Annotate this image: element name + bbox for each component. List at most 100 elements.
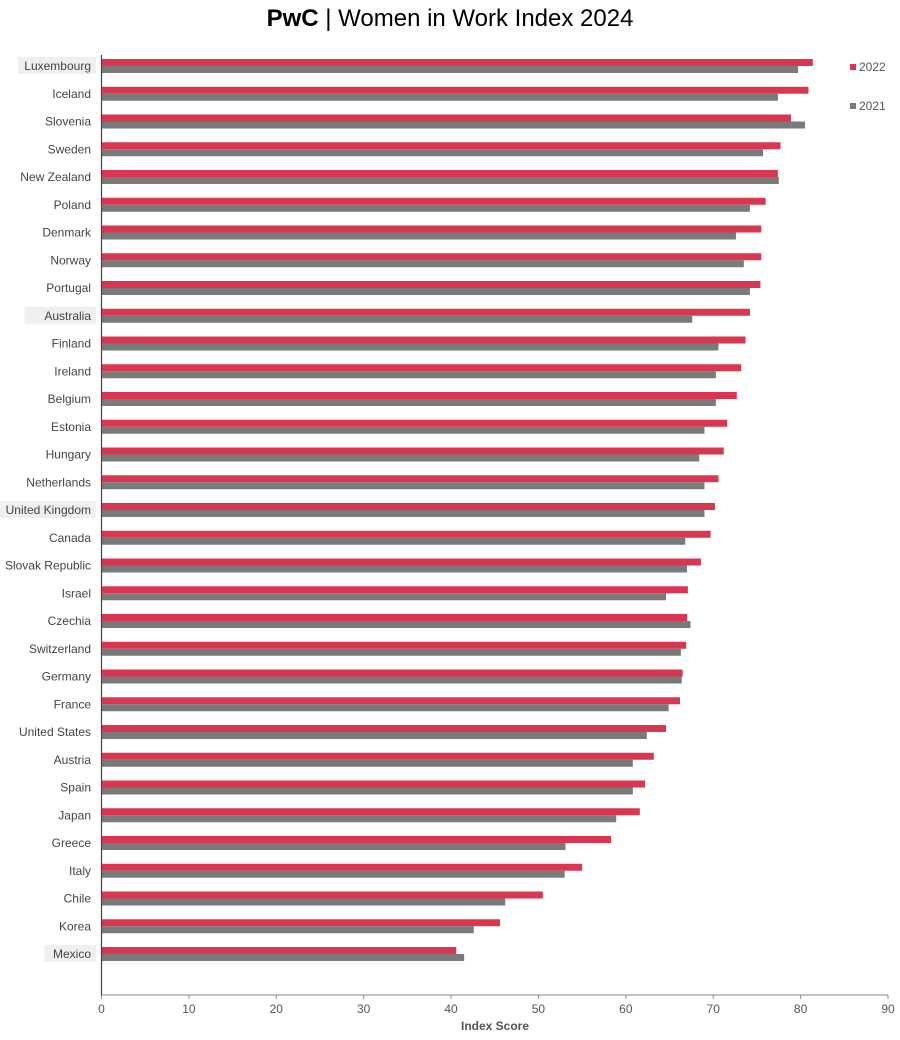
- bar-2021: [101, 732, 647, 739]
- legend-label-2022: 2022: [859, 60, 886, 74]
- x-tick-label: 20: [270, 1002, 284, 1016]
- bar-2021: [101, 621, 691, 628]
- legend-swatch-2022: [850, 64, 856, 70]
- category-label: Germany: [42, 670, 91, 684]
- category-label: Chile: [64, 892, 92, 906]
- bar-2022: [101, 780, 646, 788]
- bar-2021: [101, 759, 633, 767]
- bar-2021: [101, 537, 686, 545]
- bar-2021: [101, 371, 716, 379]
- bar-2021: [101, 926, 474, 934]
- bar-2022: [101, 308, 750, 316]
- bar-2021: [101, 510, 705, 517]
- bar-2021: [101, 482, 705, 490]
- bar-2022: [101, 419, 728, 427]
- bar-2021: [101, 787, 633, 795]
- x-axis-label: Index Score: [461, 1019, 529, 1033]
- bar-2021: [101, 315, 693, 323]
- bar-2021: [101, 288, 750, 295]
- category-label: Israel: [62, 586, 91, 600]
- category-highlight: [24, 306, 97, 324]
- bar-2022: [101, 197, 766, 205]
- bar-2021: [101, 260, 744, 268]
- category-label: Luxembourg: [24, 59, 91, 73]
- bar-2021: [101, 149, 764, 157]
- category-label: France: [54, 697, 92, 711]
- category-label: Iceland: [52, 87, 91, 101]
- title-separator: |: [319, 5, 339, 32]
- category-label: Mexico: [53, 947, 91, 961]
- bar-2022: [101, 336, 746, 344]
- bar-2021: [101, 676, 682, 684]
- bar-2022: [101, 364, 742, 372]
- legend-label-2021: 2021: [859, 99, 886, 113]
- category-label: Denmark: [42, 226, 92, 240]
- bar-2022: [101, 752, 654, 760]
- category-label: Korea: [59, 919, 91, 933]
- bar-2022: [101, 142, 781, 150]
- legend: 2022 2021: [850, 60, 886, 113]
- category-label: Canada: [49, 531, 91, 545]
- bars-group: [101, 59, 813, 961]
- bar-2022: [101, 808, 640, 816]
- bar-2021: [101, 426, 705, 434]
- x-tick-label: 60: [619, 1002, 633, 1016]
- bar-2022: [101, 225, 762, 233]
- category-label: Hungary: [46, 448, 91, 462]
- bar-2022: [101, 836, 611, 843]
- category-label: Finland: [52, 337, 91, 351]
- category-label: Slovak Republic: [5, 559, 91, 573]
- bar-2022: [101, 863, 583, 871]
- bar-2022: [101, 475, 719, 483]
- bar-2022: [101, 891, 543, 899]
- category-label: United Kingdom: [6, 503, 91, 517]
- bar-2021: [101, 66, 798, 73]
- bar-2022: [101, 503, 715, 510]
- category-label: Greece: [52, 836, 92, 850]
- bar-2022: [101, 614, 688, 621]
- x-tick-label: 40: [444, 1002, 458, 1016]
- bar-2022: [101, 725, 667, 732]
- category-label: Italy: [69, 864, 91, 878]
- bar-2022: [101, 392, 737, 399]
- x-tick-label: 30: [357, 1002, 371, 1016]
- bar-2022: [101, 919, 500, 927]
- category-label: Belgium: [48, 392, 91, 406]
- chart-title: PwC | Women in Work Index 2024: [267, 5, 634, 32]
- category-label: New Zealand: [20, 170, 91, 184]
- bar-2022: [101, 86, 809, 94]
- x-tick-label: 70: [707, 1002, 721, 1016]
- category-highlight: [0, 501, 97, 518]
- category-label: Spain: [60, 781, 91, 795]
- bar-2021: [101, 399, 716, 406]
- category-label: United States: [19, 725, 91, 739]
- category-label: Switzerland: [29, 642, 91, 656]
- bar-2021: [101, 565, 688, 573]
- title-text: Women in Work Index 2024: [338, 5, 633, 32]
- bar-2021: [101, 704, 669, 712]
- category-label: Portugal: [46, 281, 91, 295]
- legend-swatch-2021: [850, 103, 856, 109]
- category-label: Slovenia: [45, 115, 91, 129]
- x-tick-label: 80: [794, 1002, 808, 1016]
- category-label: Sweden: [48, 142, 91, 156]
- bar-2021: [101, 843, 566, 850]
- bar-2022: [101, 697, 681, 705]
- x-tick-label: 90: [881, 1002, 895, 1016]
- bar-2022: [101, 947, 457, 954]
- category-label: Poland: [54, 198, 91, 212]
- bar-2022: [101, 59, 813, 66]
- bar-2021: [101, 815, 617, 823]
- bar-2021: [101, 454, 700, 462]
- bar-2021: [101, 870, 565, 878]
- bar-2022: [101, 586, 688, 594]
- bar-2022: [101, 558, 701, 566]
- category-label: Estonia: [51, 420, 91, 434]
- bar-2021: [101, 232, 736, 240]
- bar-2021: [101, 343, 719, 351]
- category-label: Austria: [54, 753, 92, 767]
- title-brand: PwC: [267, 5, 319, 32]
- bar-2022: [101, 281, 761, 288]
- bar-2021: [101, 121, 805, 129]
